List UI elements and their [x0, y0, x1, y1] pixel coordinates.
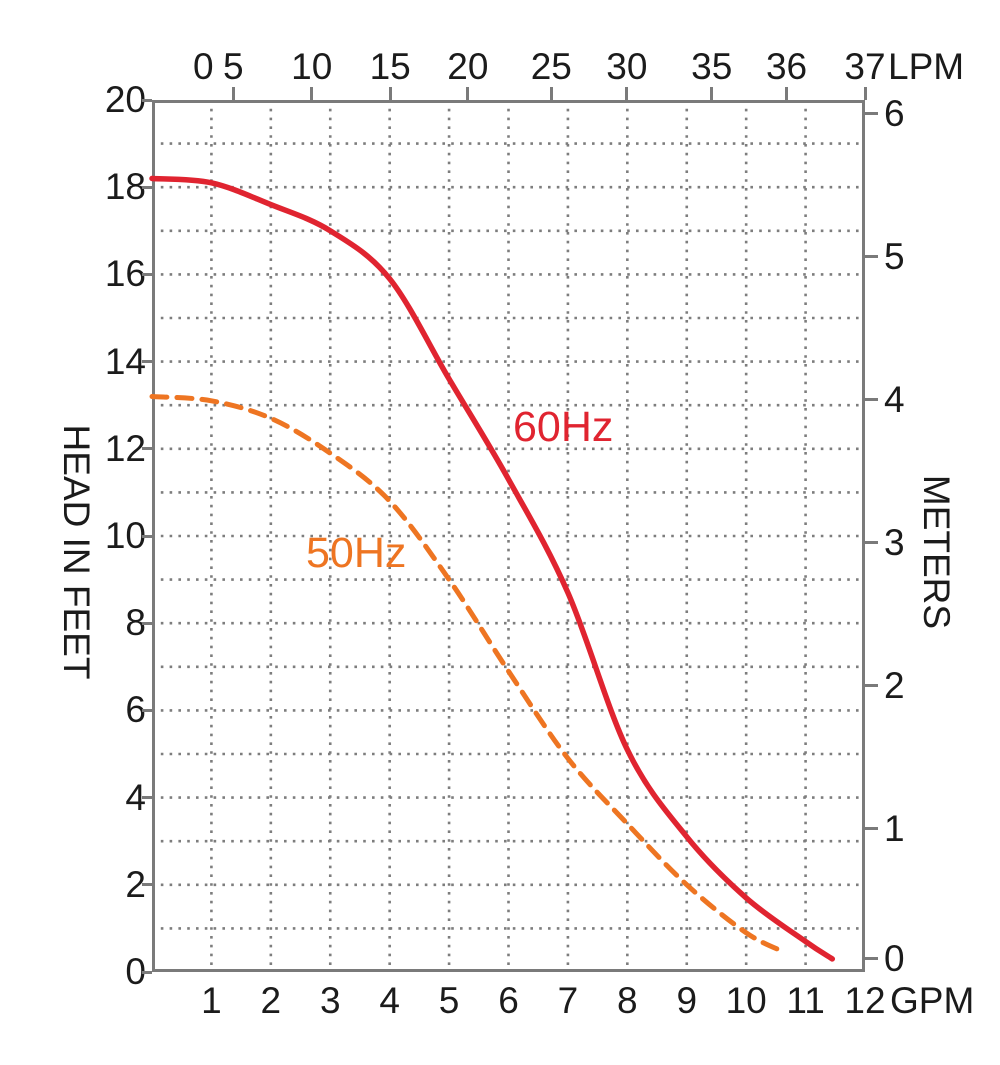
axis-frame: [152, 100, 865, 972]
tick-label-gpm-11: 11: [786, 980, 825, 1021]
tick-label-lpm-37: 37: [844, 46, 886, 87]
tick-label-lpm-35: 35: [691, 46, 733, 87]
x-axis-unit-gpm: GPM: [890, 980, 975, 1021]
tick-feet-6: [142, 708, 152, 712]
tick-label-feet-6: 6: [125, 689, 146, 731]
tick-label-feet-2: 2: [125, 863, 146, 905]
tick-label-meters-5: 5: [884, 235, 905, 277]
tick-feet-2: [142, 883, 152, 887]
tick-label-lpm-25: 25: [530, 46, 572, 87]
tick-feet-16: [142, 272, 152, 276]
tick-label-lpm-20: 20: [447, 46, 489, 87]
tick-lpm-36: [785, 87, 789, 100]
tick-label-gpm-2: 2: [260, 980, 282, 1021]
tick-lpm-10: [310, 87, 314, 100]
tick-lpm-20: [466, 87, 470, 100]
plot-area: [149, 100, 865, 972]
x-axis-unit-lpm: LPM: [888, 46, 965, 87]
tick-label-meters-4: 4: [884, 378, 905, 420]
curve-50hz: [149, 394, 788, 955]
tick-feet-14: [142, 360, 152, 364]
tick-lpm-30: [625, 87, 629, 100]
tick-label-gpm-6: 6: [498, 980, 519, 1021]
tick-label-feet-16: 16: [104, 253, 146, 295]
curve-label-50hz: 50Hz: [306, 529, 407, 577]
tick-lpm-5: [231, 87, 235, 100]
tick-label-gpm-1: 1: [201, 980, 222, 1021]
tick-label-feet-12: 12: [104, 427, 146, 469]
tick-label-feet-14: 14: [104, 340, 146, 382]
tick-lpm-25: [549, 87, 553, 100]
tick-label-meters-3: 3: [884, 521, 905, 563]
tick-feet-20: [142, 98, 152, 102]
tick-label-gpm-5: 5: [438, 980, 460, 1021]
tick-feet-12: [142, 447, 152, 451]
tick-meters-6: [865, 112, 878, 116]
tick-lpm-37: [863, 87, 867, 100]
tick-label-meters-2: 2: [884, 664, 905, 706]
tick-label-lpm-0: 0: [193, 46, 214, 87]
tick-label-feet-8: 8: [125, 602, 146, 644]
tick-label-gpm-7: 7: [557, 980, 579, 1021]
tick-label-gpm-8: 8: [617, 980, 638, 1021]
tick-lpm-15: [388, 87, 392, 100]
tick-meters-3: [865, 541, 878, 545]
tick-feet-4: [142, 796, 152, 800]
tick-meters-1: [865, 827, 878, 831]
tick-meters-5: [865, 255, 878, 259]
tick-label-lpm-30: 30: [606, 46, 648, 87]
tick-feet-10: [142, 534, 152, 538]
tick-feet-8: [142, 621, 152, 625]
tick-meters-0: [865, 957, 878, 961]
tick-meters-4: [865, 398, 878, 402]
tick-label-meters-1: 1: [884, 807, 905, 849]
tick-label-gpm-10: 10: [725, 980, 767, 1021]
tick-label-meters-0: 0: [884, 937, 905, 979]
tick-label-lpm-5: 5: [222, 46, 244, 87]
tick-label-feet-0: 0: [125, 951, 146, 992]
tick-label-gpm-3: 3: [319, 980, 341, 1021]
tick-label-feet-18: 18: [104, 166, 146, 208]
tick-label-lpm-15: 15: [369, 46, 411, 87]
y-axis-title-meters: METERS: [916, 474, 957, 630]
tick-label-meters-6: 6: [884, 92, 905, 134]
tick-label-feet-10: 10: [104, 515, 146, 556]
tick-label-gpm-4: 4: [379, 980, 400, 1021]
tick-label-gpm-9: 9: [676, 980, 698, 1021]
tick-lpm-35: [710, 87, 714, 100]
tick-feet-0: [142, 970, 152, 974]
tick-label-feet-20: 20: [104, 79, 146, 120]
curve-label-60hz: 60Hz: [513, 403, 614, 451]
curve-60hz: [149, 175, 836, 962]
tick-label-lpm-10: 10: [291, 46, 333, 87]
tick-label-gpm-12: 12: [844, 980, 886, 1021]
tick-label-feet-4: 4: [125, 776, 146, 818]
tick-label-lpm-36: 36: [765, 46, 808, 87]
tick-feet-18: [142, 185, 152, 189]
tick-meters-2: [865, 684, 878, 688]
